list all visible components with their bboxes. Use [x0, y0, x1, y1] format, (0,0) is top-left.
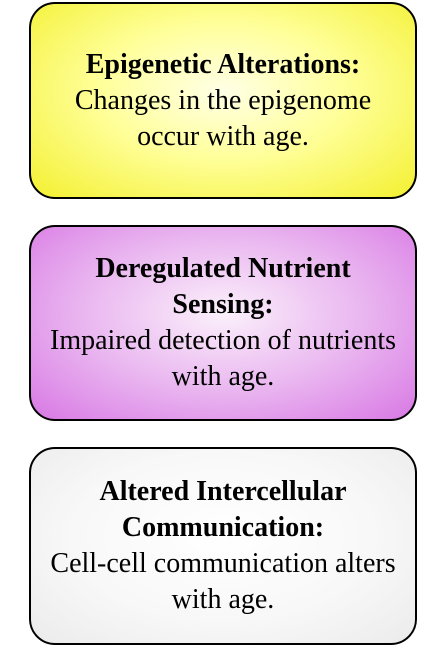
epigenetic-alterations-card: Epigenetic Alterations: Changes in the e… — [29, 2, 417, 199]
card-description: Impaired detection of nutrients with age… — [50, 325, 396, 392]
altered-intercellular-communication-card: Altered Intercellular Communication: Cel… — [29, 447, 417, 645]
card-title: Epigenetic Alterations: — [85, 48, 361, 80]
card-description: Changes in the epigenome occur with age. — [74, 84, 372, 152]
card-title: Altered Intercellular Communication: — [99, 476, 347, 543]
card-description: Cell-cell communication alters with age. — [50, 548, 396, 615]
deregulated-nutrient-sensing-card: Deregulated Nutrient Sensing: Impaired d… — [29, 225, 417, 421]
card-title: Deregulated Nutrient Sensing: — [95, 253, 351, 320]
